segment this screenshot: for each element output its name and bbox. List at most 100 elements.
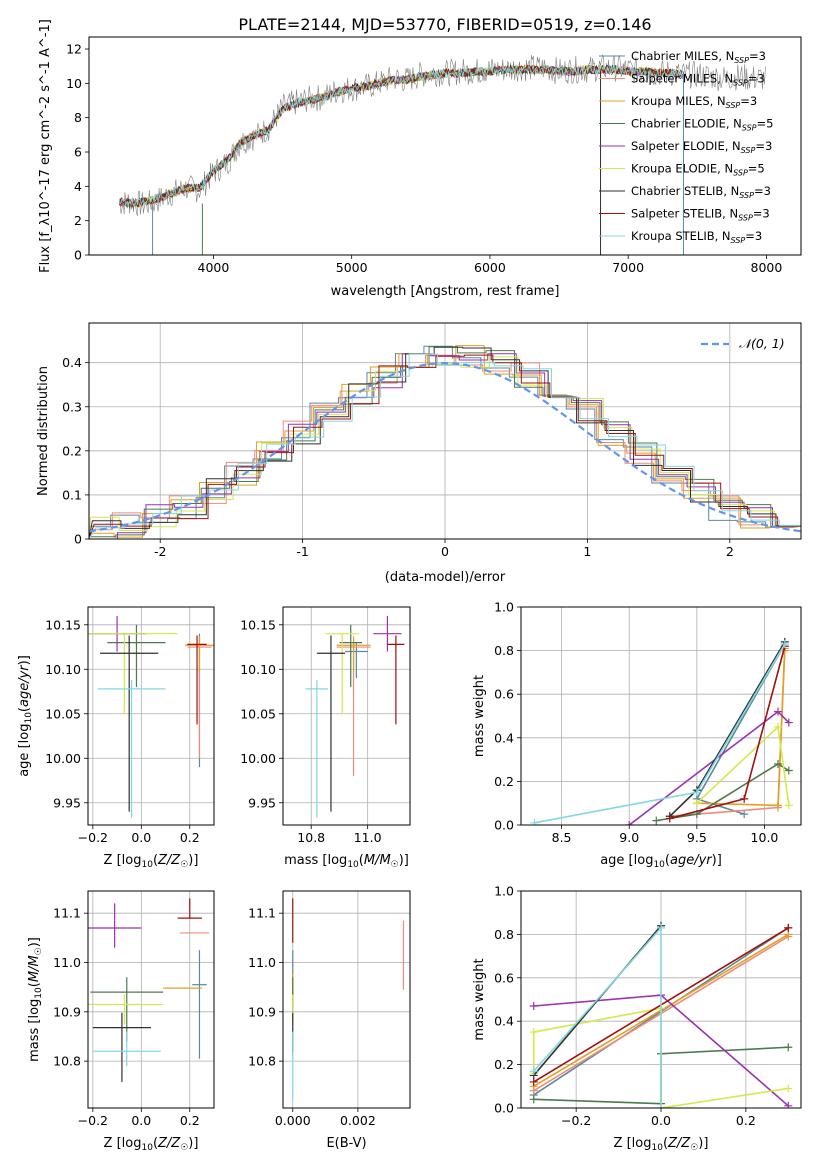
model-spectrum-line: [119, 64, 683, 208]
model-spectrum-line: [119, 63, 683, 207]
error-bars: [88, 898, 210, 1082]
y-tick-label: 10.8: [248, 1054, 276, 1069]
x-axis-label: Z [log10(Z/Z☉)]: [104, 1136, 199, 1153]
weight-marker: [784, 1101, 793, 1108]
axes-frame: [88, 36, 802, 256]
mass-vs-EBV-panel: 0.000 0.002 10.8 10.9 11.0 11.1 E(B-V): [248, 890, 411, 1151]
x-tick-label: 2: [726, 544, 734, 559]
x-tick-label: −0.2: [78, 830, 108, 845]
y-tick-label: 1.0: [494, 600, 514, 615]
x-tick-label: 0.002: [340, 1113, 376, 1128]
histograms: [89, 345, 801, 539]
y-tick-label: 0.0: [494, 818, 514, 833]
x-tick-label: -2: [154, 544, 166, 559]
y-tick-label: 0: [74, 248, 82, 263]
weight-marker: [774, 707, 783, 716]
x-tick-label: 0.0: [131, 1113, 151, 1128]
weight-line: [669, 641, 786, 817]
x-axis-label: Z [log10(Z/Z☉)]: [614, 1136, 709, 1153]
histogram-steps: [89, 345, 798, 539]
x-tick-label: 9.5: [687, 830, 707, 845]
weight-marker: [529, 1077, 538, 1086]
y-tick-label: 0.3: [62, 399, 82, 414]
weight-lines: [530, 637, 793, 825]
error-bars: [88, 615, 214, 818]
figure-title: PLATE=2144, MJD=53770, FIBERID=0519, z=0…: [238, 15, 651, 34]
legend-label: Kroupa STELIB, NSSP=3: [631, 229, 762, 245]
y-tick-label: 11.1: [248, 906, 276, 921]
histogram-steps: [89, 345, 795, 539]
y-tick-label: 4: [74, 179, 82, 194]
y-tick-label: 1.0: [494, 884, 514, 899]
x-tick-label: 0: [441, 544, 449, 559]
y-tick-label: 10.15: [45, 617, 81, 632]
y-tick-label: 0.0: [494, 1101, 514, 1116]
y-tick-label: 11.0: [53, 955, 81, 970]
mass-weight-vs-age-panel: 8.5 9.0 9.5 10.0 0.0 0.2 0.4 0.6 0.8 1.0 age [log1…: [472, 600, 802, 870]
x-axis-label: (data-model)/error: [385, 570, 506, 585]
y-tick-label: 0.4: [62, 355, 82, 370]
legend-label: Salpeter MILES, NSSP=3: [631, 72, 765, 88]
histogram-steps: [89, 346, 801, 539]
y-tick-label: 10.05: [240, 706, 276, 721]
axes-frame: [520, 890, 802, 1109]
y-axis-label: Flux [f_λ10^-17 erg cm^-2 s^-1 A^-1]: [38, 19, 53, 273]
y-tick-label: 11.0: [248, 955, 276, 970]
weight-marker: [784, 718, 793, 727]
y-tick-label: 10.00: [240, 751, 276, 766]
y-tick-label: 9.95: [248, 795, 276, 810]
y-tick-label: 11.1: [53, 906, 81, 921]
y-tick-label: 10: [66, 76, 82, 91]
y-tick-label: 10.9: [248, 1004, 276, 1019]
normal-curve: [89, 362, 801, 533]
weight-line: [533, 925, 662, 1108]
weight-marker: [529, 1002, 538, 1011]
weight-marker: [774, 759, 783, 768]
y-tick-label: 8: [74, 110, 82, 125]
weight-lines: [529, 921, 793, 1108]
y-axis-label: mass weight: [472, 958, 487, 1040]
y-tick-label: 10.05: [45, 706, 81, 721]
weight-marker: [784, 766, 793, 775]
legend-label: Chabrier MILES, NSSP=3: [631, 49, 766, 65]
axes-frame: [282, 890, 411, 1109]
legend-label: Salpeter ELODIE, NSSP=3: [631, 139, 772, 155]
axes-frame: [282, 606, 411, 826]
weight-marker: [692, 788, 701, 797]
histogram-steps: [89, 354, 801, 539]
histogram-steps: [89, 346, 800, 539]
x-tick-label: 4000: [198, 260, 230, 275]
y-tick-label: 0.4: [494, 1014, 514, 1029]
residuals-panel: -2 -1 0 1 2 0 0.1 0.2 0.3 0.4 (data-model)/error No…: [36, 322, 802, 585]
x-tick-label: 0.2: [180, 830, 200, 845]
axes-frame: [87, 606, 215, 826]
y-tick-label: 0.1: [62, 487, 82, 502]
weight-marker: [529, 1067, 538, 1076]
x-tick-label: 1: [583, 544, 591, 559]
weight-marker: [692, 799, 701, 808]
x-tick-label: 0.2: [736, 1113, 756, 1128]
weight-marker: [774, 722, 783, 731]
x-tick-label: −0.2: [561, 1113, 591, 1128]
weight-line: [534, 643, 786, 824]
spectrum-panel: 4000 5000 6000 7000 8000 0 2 4 6 8 10 12 wavelength …: [38, 19, 802, 299]
y-tick-label: 10.8: [53, 1054, 81, 1069]
y-axis-label: Normed distribution: [36, 366, 51, 496]
weight-marker: [784, 801, 793, 810]
y-tick-label: 10.10: [240, 662, 276, 677]
y-tick-label: 0.8: [494, 927, 514, 942]
x-tick-label: 0.0: [651, 1113, 671, 1128]
y-tick-label: 0.2: [494, 774, 514, 789]
x-tick-label: 7000: [612, 260, 644, 275]
x-tick-label: 6000: [474, 260, 506, 275]
y-tick-label: 6: [74, 145, 82, 160]
y-tick-label: 0.6: [494, 970, 514, 985]
y-tick-label: 10.00: [45, 751, 81, 766]
x-tick-label: 10.0: [751, 830, 779, 845]
y-tick-label: 12: [66, 42, 82, 57]
y-axis-label: age [log10(age/yr)]: [17, 655, 34, 777]
x-tick-label: 5000: [336, 260, 368, 275]
y-tick-label: 10.15: [240, 617, 276, 632]
legend: Chabrier MILES, NSSP=3 Salpeter MILES, NS…: [599, 49, 773, 245]
